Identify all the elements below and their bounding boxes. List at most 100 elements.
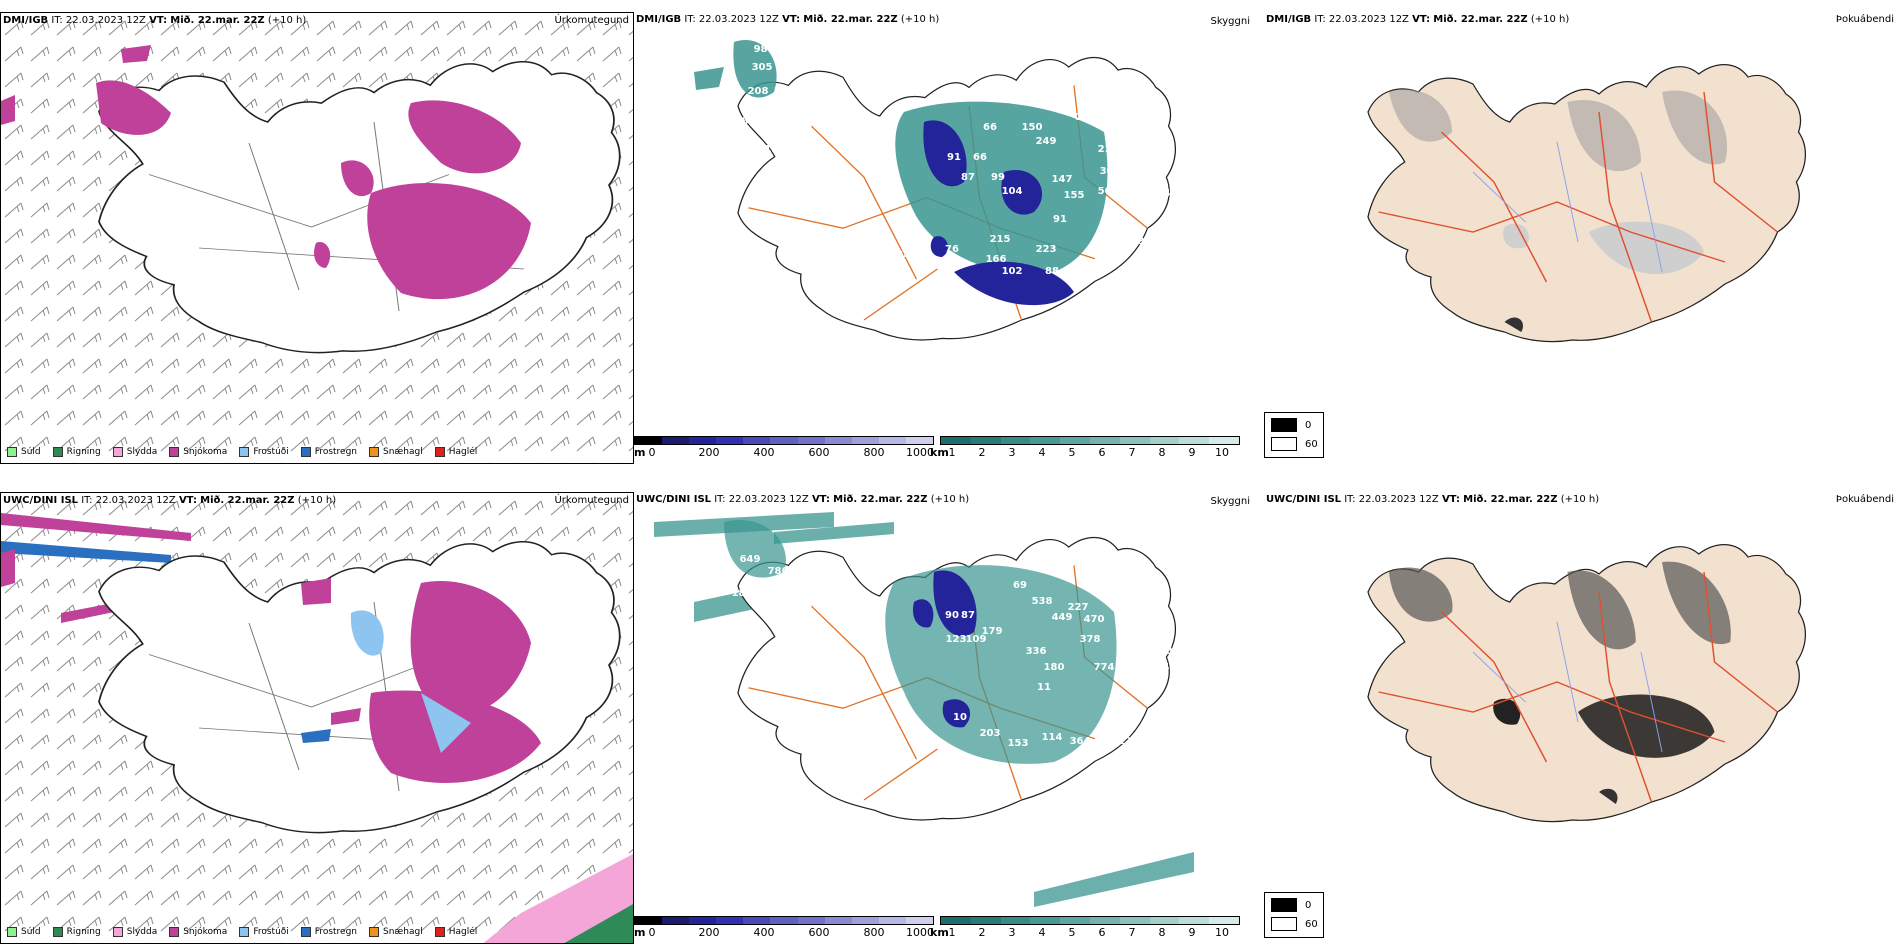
fog-legend-label: 0 — [1305, 899, 1312, 911]
valid-time: Mið. 22.mar. 22Z — [803, 14, 898, 25]
swatch — [169, 447, 180, 457]
tick-label: 2 — [978, 446, 986, 459]
fog-legend-label: 60 — [1305, 438, 1318, 450]
run-label: IT: — [684, 14, 696, 25]
colorbar-strip — [634, 916, 934, 925]
tick-label: 6 — [1098, 926, 1106, 939]
visibility-value-label: 184 — [1170, 706, 1191, 717]
swatch — [369, 447, 380, 457]
panel-header-row1-b: DMI/IGB IT: 22.03.2023 12Z VT: Mið. 22.m… — [636, 14, 939, 25]
visibility-value-label: 986 — [774, 128, 795, 139]
color-step — [797, 437, 825, 444]
colorbar-ticks: km 1 2 3 4 5 6 7 8 9 10 — [930, 925, 1240, 939]
visibility-value-label: 155 — [1064, 190, 1085, 201]
visibility-value-label: 304 — [1150, 188, 1171, 199]
visibility-value-label: 892 — [1104, 212, 1125, 223]
valid-label: VT: — [149, 15, 168, 26]
lead-time: (+10 h) — [930, 494, 970, 505]
color-step — [743, 437, 771, 444]
unit-label: km — [930, 926, 949, 939]
valid-time: Mið. 22.mar. 22Z — [170, 15, 265, 26]
snow-areas-row2 — [301, 578, 541, 783]
precip-legend-row1: Súld Rigning Slydda Snjókoma Frostúði Fr… — [7, 447, 477, 457]
color-step — [878, 437, 906, 444]
visibility-value-label: 91 — [947, 152, 961, 163]
swatch — [52, 927, 63, 937]
tick-label: 800 — [863, 926, 885, 939]
tick-label: 8 — [1158, 446, 1166, 459]
swatch — [1271, 917, 1297, 931]
color-step — [941, 437, 971, 444]
visibility-value-label: 496 — [1190, 188, 1211, 199]
color-step — [770, 437, 798, 444]
visibility-value-label: 538 — [1032, 596, 1053, 607]
run-label: IT: — [714, 494, 726, 505]
visibility-value-label: 94 — [1113, 714, 1127, 725]
visibility-value-label: 154 — [890, 250, 911, 261]
precip-type-panel-row1: DMI/IGB IT: 22.03.2023 12Z VT: Mið. 22.m… — [0, 12, 634, 464]
legend-label: Snæhagl — [383, 927, 423, 937]
color-step — [970, 917, 1001, 924]
visibility-value-label: 129 — [1118, 736, 1139, 747]
unit-label: m — [634, 446, 646, 459]
color-step — [1179, 917, 1210, 924]
swatch — [434, 447, 445, 457]
color-step — [851, 917, 879, 924]
visibility-colorbar-km-row2: km 1 2 3 4 5 6 7 8 9 10 — [930, 916, 1240, 939]
fog-legend-label: 60 — [1305, 918, 1318, 930]
legend-item-hail: Haglél — [434, 447, 477, 457]
panel-header-row1-a: DMI/IGB IT: 22.03.2023 12Z VT: Mið. 22.m… — [3, 15, 306, 26]
visibility-value-label: 786 — [768, 566, 789, 577]
tick-label: 200 — [698, 926, 720, 939]
visibility-value-label: 102 — [1002, 266, 1023, 277]
visibility-value-label: 159 — [774, 86, 795, 97]
legend-label: Rigning — [66, 447, 101, 457]
legend-label: Frostregn — [314, 447, 358, 457]
visibility-value-label: 373 — [1118, 188, 1139, 199]
legend-label: Haglél — [448, 927, 478, 937]
color-step — [797, 917, 825, 924]
visibility-value-label: 90 — [945, 610, 959, 621]
tick-label: 9 — [1188, 446, 1196, 459]
tick-label: 200 — [698, 446, 720, 459]
color-step — [1030, 917, 1061, 924]
swatch — [434, 927, 445, 937]
color-step — [970, 437, 1001, 444]
legend-label: Snjókoma — [183, 927, 228, 937]
lead-time: (+10 h) — [297, 495, 337, 506]
visibility-value-label: 649 — [740, 554, 761, 565]
visibility-value-label: 153 — [1008, 738, 1029, 749]
valid-label: VT: — [178, 495, 197, 506]
colorbar-strip — [940, 916, 1240, 925]
panel-header-row2-a: UWC/DINI ISL IT: 22.03.2023 12Z VT: Mið.… — [3, 495, 336, 506]
glacier-fog-row2 — [1493, 694, 1715, 758]
swatch — [112, 447, 123, 457]
fog-panel-row1: DMI/IGB IT: 22.03.2023 12Z VT: Mið. 22.m… — [1264, 12, 1900, 464]
tick-label: 600 — [808, 446, 830, 459]
model-name: DMI/IGB — [1266, 14, 1312, 25]
colorbar-ticks: m 0 200 400 600 800 1000 — [634, 445, 934, 459]
visibility-value-label: 223 — [1036, 244, 1057, 255]
legend-label: Frostúði — [253, 927, 289, 937]
visibility-value-label: 166 — [986, 254, 1007, 265]
swatch — [300, 447, 311, 457]
visibility-value-label: 87 — [961, 610, 975, 621]
color-step — [1060, 917, 1090, 924]
fog-legend-item: 0 — [1271, 418, 1311, 432]
swatch — [7, 447, 17, 457]
visibility-value-label: 10 — [953, 712, 967, 723]
map-title-precip-row1: Úrkomutegund — [554, 15, 629, 26]
fog-legend-item: 60 — [1271, 437, 1318, 451]
visibility-value-label: 76 — [945, 244, 959, 255]
model-name: DMI/IGB — [3, 15, 49, 26]
swatch — [1271, 418, 1297, 432]
visibility-value-label: 249 — [1036, 136, 1057, 147]
legend-item-sleet: Slydda — [112, 447, 157, 457]
color-step — [1119, 917, 1150, 924]
tick-label: 3 — [1008, 446, 1016, 459]
tick-label: 7 — [1128, 926, 1136, 939]
run-time: 22.03.2023 12Z — [1328, 14, 1409, 25]
visibility-value-label: 66 — [983, 122, 997, 133]
visibility-value-label: 150 — [1022, 122, 1043, 133]
swatch — [300, 927, 311, 937]
